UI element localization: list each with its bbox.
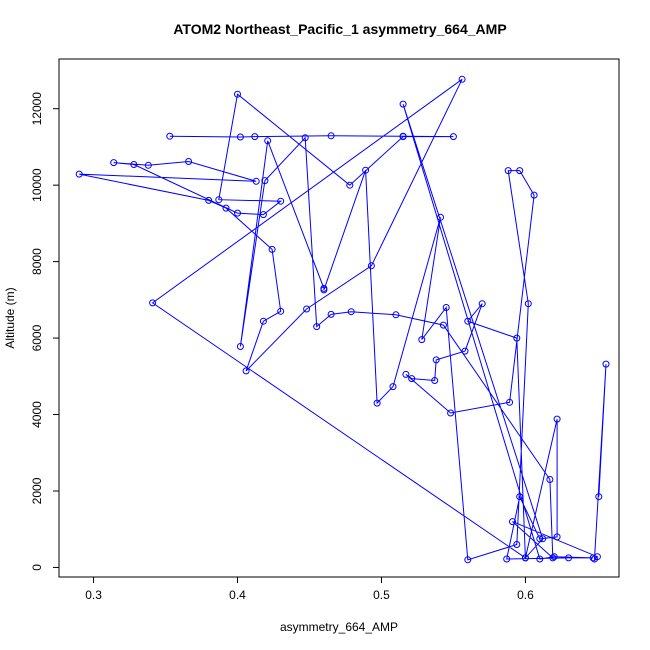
data-point xyxy=(327,310,335,318)
data-point xyxy=(222,204,230,212)
data-point xyxy=(392,311,400,319)
data-point xyxy=(408,375,416,383)
data-point xyxy=(277,307,285,315)
data-point xyxy=(516,167,524,175)
data-point xyxy=(509,518,516,526)
y-tick-label: 12000 xyxy=(30,92,44,126)
data-point xyxy=(431,377,439,384)
data-point xyxy=(110,159,118,167)
data-point xyxy=(539,535,547,543)
data-point xyxy=(432,356,440,364)
y-tick-label: 4000 xyxy=(30,401,44,428)
data-point xyxy=(268,245,276,253)
data-point xyxy=(402,370,410,378)
data-point xyxy=(546,476,554,483)
y-axis: 0 2000 4000 6000 8000 10000 12000 xyxy=(30,92,59,571)
data-point xyxy=(362,166,370,174)
data-point xyxy=(503,555,511,563)
data-point xyxy=(205,196,213,204)
data-point xyxy=(550,553,558,561)
data-point xyxy=(418,336,426,344)
data-point xyxy=(478,300,486,308)
plot-frame xyxy=(58,58,620,578)
data-point xyxy=(437,213,444,221)
data-point xyxy=(458,75,466,83)
data-point xyxy=(367,262,375,270)
x-tick-label: 0.6 xyxy=(517,588,534,602)
data-point xyxy=(464,317,472,325)
data-point xyxy=(234,90,241,98)
points-layer xyxy=(75,75,610,564)
data-point xyxy=(591,555,598,563)
data-point xyxy=(439,321,447,329)
data-point xyxy=(144,161,152,169)
data-point xyxy=(264,137,272,145)
data-point xyxy=(327,132,335,140)
data-point xyxy=(521,554,529,562)
data-point xyxy=(251,133,259,141)
data-point xyxy=(461,347,469,355)
data-point xyxy=(553,533,561,541)
data-point xyxy=(320,284,328,292)
y-tick-label: 0 xyxy=(30,564,44,571)
data-point xyxy=(185,158,193,165)
data-point xyxy=(536,535,544,543)
data-point xyxy=(524,300,532,308)
x-axis: 0.3 0.4 0.5 0.6 xyxy=(85,577,534,602)
x-tick-label: 0.4 xyxy=(229,588,246,602)
data-point xyxy=(516,493,524,501)
data-point xyxy=(506,398,514,406)
data-point xyxy=(166,132,174,140)
data-point xyxy=(75,170,83,178)
x-tick-label: 0.3 xyxy=(85,588,102,602)
data-point xyxy=(215,196,223,204)
data-point xyxy=(236,133,244,141)
data-point xyxy=(399,100,407,108)
data-point xyxy=(565,554,573,562)
data-point xyxy=(602,360,610,368)
y-tick-label: 8000 xyxy=(30,248,44,275)
data-point xyxy=(464,556,472,564)
data-point xyxy=(389,383,397,391)
data-point xyxy=(399,133,407,141)
data-point xyxy=(149,299,157,307)
data-point xyxy=(347,308,355,316)
data-point xyxy=(449,133,457,141)
x-tick-label: 0.5 xyxy=(373,588,390,602)
chart-title: ATOM2 Northeast_Pacific_1 asymmetry_664_… xyxy=(173,21,506,37)
series-layer xyxy=(79,78,607,561)
data-point xyxy=(259,211,267,219)
x-axis-label: asymmetry_664_AMP xyxy=(280,620,398,634)
data-point xyxy=(589,554,597,562)
data-point xyxy=(303,305,311,313)
data-point xyxy=(373,399,381,407)
data-point xyxy=(513,334,521,342)
data-point xyxy=(530,191,538,199)
data-point xyxy=(504,167,512,175)
data-point xyxy=(595,493,603,501)
data-point xyxy=(236,343,244,350)
data-point xyxy=(130,161,138,168)
data-point xyxy=(277,197,285,205)
data-point xyxy=(301,134,309,142)
data-point xyxy=(346,181,354,189)
data-point xyxy=(553,415,561,423)
y-axis-label: Altitude (m) xyxy=(3,287,17,348)
data-point xyxy=(513,541,521,548)
data-point xyxy=(442,304,450,311)
data-point xyxy=(536,555,544,563)
series-line xyxy=(79,78,607,561)
data-point xyxy=(261,177,269,185)
data-point xyxy=(234,209,241,217)
data-point xyxy=(242,367,250,375)
data-point xyxy=(447,409,455,417)
y-tick-label: 6000 xyxy=(30,324,44,351)
y-tick-label: 2000 xyxy=(30,477,44,504)
data-point xyxy=(259,317,267,325)
data-point xyxy=(549,554,557,562)
y-tick-label: 10000 xyxy=(30,168,44,202)
data-point xyxy=(313,323,321,331)
data-point xyxy=(252,177,260,185)
